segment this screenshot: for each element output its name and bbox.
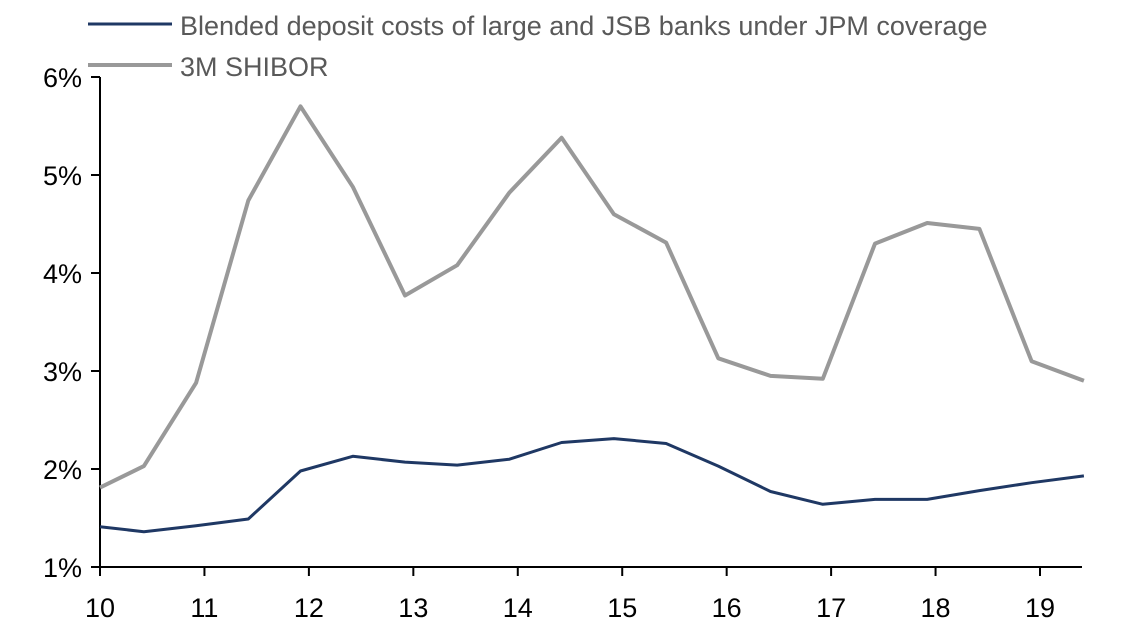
y-tick-label: 4%	[43, 259, 82, 289]
x-tick-label: 14	[503, 593, 533, 623]
legend: Blended deposit costs of large and JSB b…	[88, 11, 987, 82]
y-tick-label: 3%	[43, 357, 82, 387]
y-tick-label: 2%	[43, 455, 82, 485]
x-tick-label: 15	[607, 593, 637, 623]
x-tick-label: 13	[398, 593, 428, 623]
legend-label-deposit: Blended deposit costs of large and JSB b…	[180, 11, 987, 41]
series-line-shibor	[99, 104, 1085, 490]
series-lines	[99, 104, 1085, 534]
y-tick-label: 6%	[43, 63, 82, 93]
x-tick-label: 11	[190, 593, 218, 623]
legend-label-shibor: 3M SHIBOR	[180, 52, 329, 82]
x-tick-label: 16	[712, 593, 742, 623]
x-tick-label: 19	[1025, 593, 1055, 623]
x-tick-label: 17	[816, 593, 846, 623]
y-tick-label: 1%	[43, 553, 82, 583]
y-tick-label: 5%	[43, 161, 82, 191]
x-tick-label: 12	[294, 593, 324, 623]
x-tick-label: 10	[85, 593, 115, 623]
x-tick-label: 18	[921, 593, 951, 623]
axes: 1% 2% 3% 4% 5% 6% 10 11 12 13 14 15 16 17 18 19	[43, 63, 1082, 623]
series-line-deposit-cost	[99, 437, 1085, 534]
